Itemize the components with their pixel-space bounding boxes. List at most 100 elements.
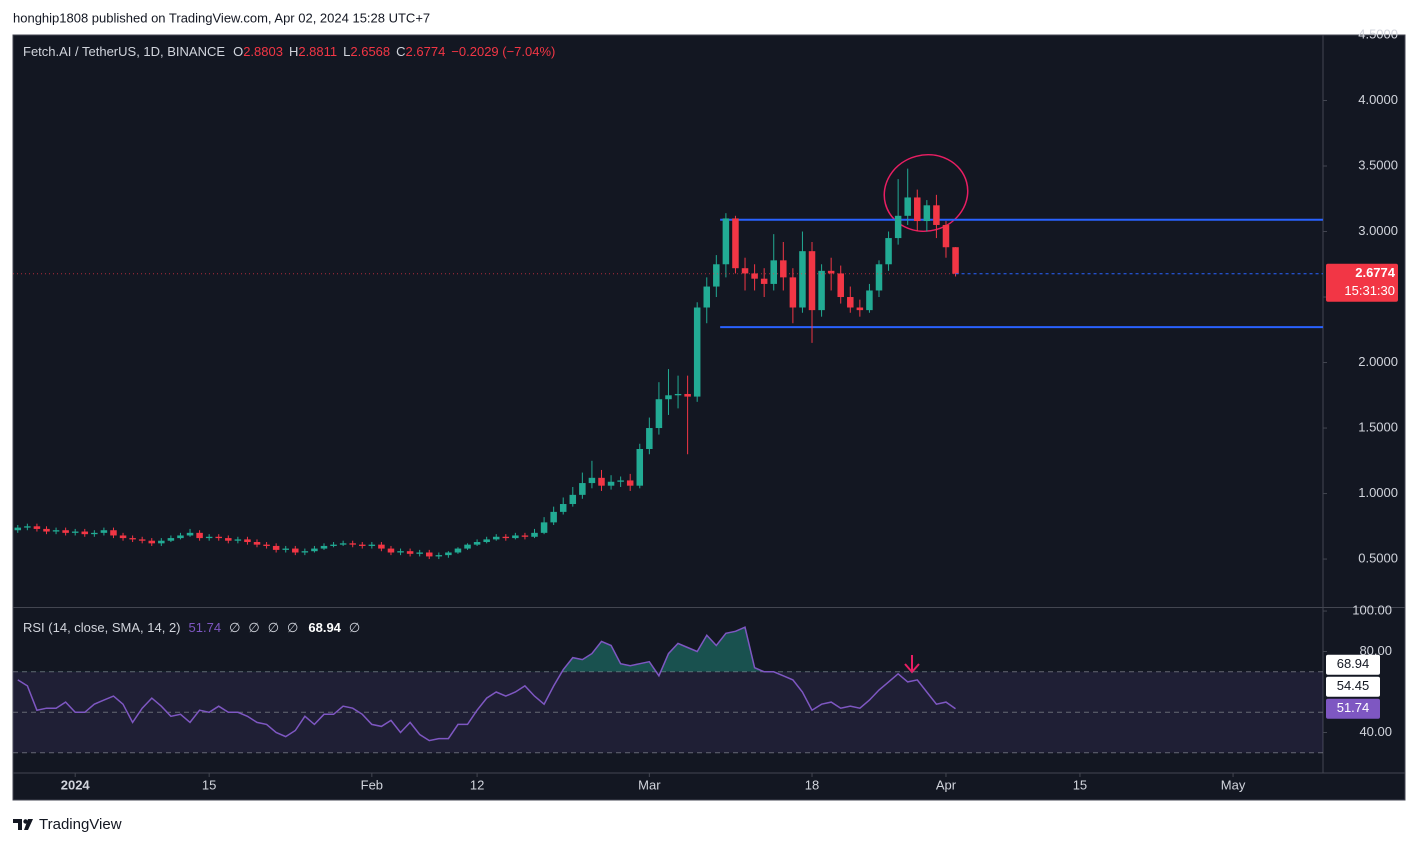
- candle-body: [473, 542, 481, 545]
- ohlc-value: 2.6774: [406, 44, 446, 59]
- candle-body: [904, 197, 911, 216]
- candle-body: [894, 215, 902, 239]
- x-tick-label: 12: [470, 777, 484, 792]
- candle-body: [368, 544, 376, 546]
- candle-body: [713, 264, 720, 287]
- candle-body: [540, 522, 548, 533]
- rsi-empty: ∅: [287, 620, 298, 635]
- candle-body: [33, 526, 41, 529]
- countdown-label: 15:31:30: [1344, 283, 1395, 298]
- candle-body: [665, 395, 672, 400]
- candle-body: [760, 278, 768, 284]
- brand-name: TradingView: [39, 816, 122, 833]
- rsi-empty: ∅: [248, 620, 259, 635]
- candle-body: [559, 504, 567, 512]
- last-price-label: 2.6774: [1355, 265, 1396, 280]
- ohlc-key: O: [233, 44, 243, 59]
- candle-body: [435, 555, 443, 557]
- rsi-value-label: 54.45: [1337, 678, 1370, 693]
- candle-body: [818, 270, 825, 311]
- candle-body: [674, 393, 682, 396]
- x-tick-label: Apr: [936, 777, 957, 792]
- ohlc-value: 2.8811: [298, 44, 337, 59]
- candle-body: [253, 542, 261, 545]
- rsi-other: 68.94: [308, 620, 341, 635]
- candle-body: [196, 532, 203, 539]
- candle-body: [464, 544, 471, 549]
- x-tick-label: 18: [805, 777, 819, 792]
- candle-body: [425, 552, 433, 557]
- candle-body: [205, 536, 213, 539]
- ohlc-key: C: [396, 44, 405, 59]
- candle-body: [339, 543, 347, 545]
- legend: Fetch.AI / TetherUS, 1D, BINANCE O2.8803 H…: [23, 44, 555, 59]
- legend-title: Fetch.AI / TetherUS, 1D, BINANCE: [23, 44, 225, 59]
- publisher-line: honghip1808 published on TradingView.com…: [13, 10, 430, 25]
- candle-body: [292, 548, 299, 553]
- candle-body: [177, 535, 184, 539]
- candle-body: [808, 251, 816, 311]
- candle-body: [646, 428, 653, 449]
- candle-body: [119, 535, 127, 539]
- candle-body: [579, 483, 586, 495]
- candle-body: [349, 543, 356, 545]
- candle-body: [148, 540, 156, 544]
- ohlc-value: 2.6568: [350, 44, 390, 59]
- candle-body: [406, 551, 414, 554]
- change-value: −0.2029 (−7.04%): [451, 44, 555, 59]
- candle-body: [330, 544, 337, 546]
- candle-body: [866, 290, 873, 311]
- rsi-empty: ∅: [229, 620, 240, 635]
- candle-body: [110, 530, 117, 536]
- rsi-value-box: [1326, 654, 1380, 675]
- y-tick-label: 4.0000: [1358, 92, 1398, 107]
- candle-body: [167, 538, 175, 541]
- ohlc-value: 2.8803: [243, 44, 283, 59]
- rsi-current: 51.74: [189, 620, 222, 635]
- candle-body: [531, 532, 538, 537]
- down-arrow: [904, 655, 920, 674]
- candle-body: [952, 247, 959, 274]
- candle-body: [81, 531, 89, 535]
- candle-body: [138, 539, 146, 541]
- rsi-legend: RSI (14, close, SMA, 14, 2) 51.74 ∅ ∅ ∅ ∅ 68.9…: [23, 620, 360, 635]
- candle-body: [799, 251, 806, 308]
- chart-panel: [12, 34, 1406, 801]
- tv-logo: [13, 819, 33, 830]
- candle-body: [272, 545, 280, 550]
- candle-body: [397, 551, 404, 553]
- x-tick-label: Mar: [638, 777, 661, 792]
- candle-body: [43, 528, 50, 532]
- candle-body: [311, 548, 318, 552]
- candle-body: [71, 531, 79, 533]
- candle-body: [320, 545, 328, 549]
- candle-body: [483, 539, 490, 543]
- candle-body: [62, 530, 69, 533]
- y-tick-label: 3.5000: [1358, 157, 1398, 172]
- candle-body: [875, 264, 883, 291]
- candle-body: [588, 477, 596, 484]
- candle-body: [914, 197, 921, 222]
- y-tick-label: 2.0000: [1358, 354, 1398, 369]
- candle-body: [263, 544, 270, 546]
- candle-body: [780, 260, 787, 278]
- candle-body: [550, 511, 557, 523]
- candle-body: [129, 538, 136, 540]
- candle-body: [52, 530, 60, 532]
- candle-body: [655, 399, 663, 429]
- candle-body: [512, 535, 519, 539]
- rsi-value-label: 68.94: [1337, 656, 1370, 671]
- candle-body: [378, 544, 385, 549]
- candle-body: [693, 307, 701, 397]
- candle-body: [617, 480, 624, 482]
- candle-body: [942, 224, 950, 248]
- candle-body: [521, 535, 529, 537]
- candle-body: [569, 494, 577, 505]
- candle-body: [751, 273, 758, 279]
- x-tick-label: May: [1221, 777, 1246, 792]
- rsi-title: RSI (14, close, SMA, 14, 2): [23, 620, 181, 635]
- candle-body: [215, 536, 222, 539]
- highlight-ellipse: [883, 153, 969, 233]
- x-tick-label: 2024: [61, 777, 91, 792]
